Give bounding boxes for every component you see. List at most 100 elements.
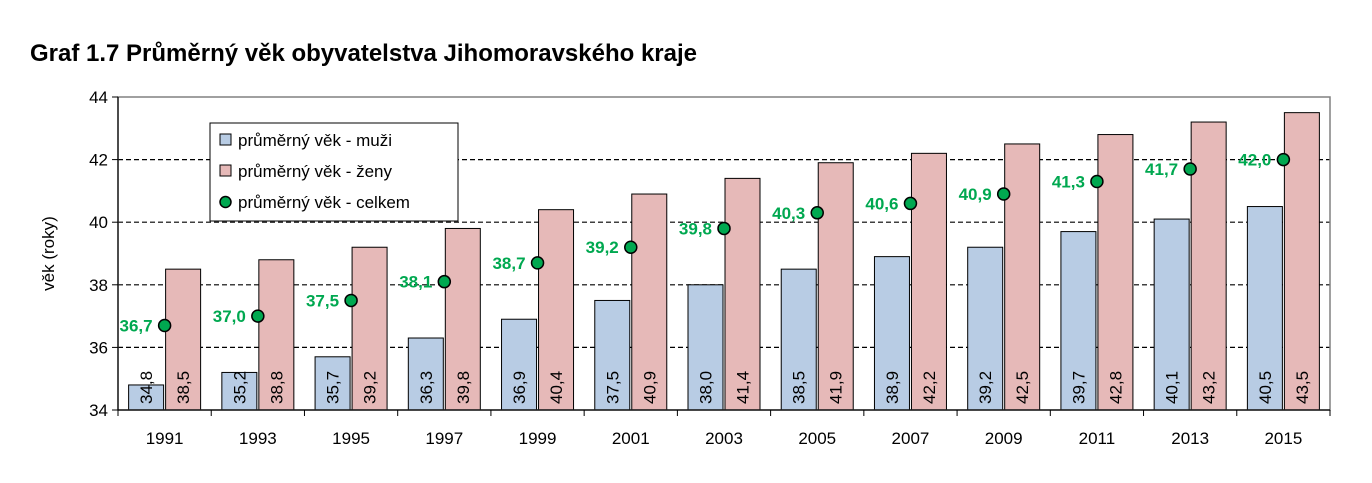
bar-women-label: 40,4 [547, 371, 566, 404]
x-tick-label: 2003 [705, 429, 743, 448]
bar-women [1097, 134, 1134, 411]
legend-swatch [219, 133, 232, 146]
total-point-label: 39,8 [679, 219, 712, 238]
bar-men [780, 268, 817, 411]
y-tick-label: 34 [89, 401, 108, 420]
y-tick-label: 44 [89, 88, 108, 107]
bar-men-label: 35,2 [230, 371, 249, 404]
bar-men [967, 246, 1004, 411]
x-tick-label: 1995 [332, 429, 370, 448]
total-point-label: 42,0 [1238, 151, 1271, 170]
legend-box [209, 122, 459, 222]
bar-men-label: 35,7 [324, 371, 343, 404]
bar-men [314, 356, 351, 411]
total-point [530, 256, 545, 270]
bar-men [873, 256, 910, 411]
bar-women-label: 40,9 [640, 371, 659, 404]
bar-women [351, 246, 388, 411]
total-point [1090, 174, 1104, 189]
bar-men-label: 36,3 [417, 371, 436, 404]
x-tick-label: 2015 [1264, 429, 1302, 448]
total-point [996, 187, 1011, 201]
x-tick-label: 1999 [519, 429, 557, 448]
bar-men-label: 39,7 [1069, 371, 1088, 404]
total-point [810, 206, 824, 220]
x-tick-label: 2001 [612, 429, 650, 448]
bar-women [1190, 121, 1227, 411]
total-point-label: 38,7 [492, 254, 525, 273]
y-tick-label: 36 [89, 338, 108, 357]
total-point-label: 38,1 [399, 273, 432, 292]
y-tick-label: 38 [89, 276, 108, 295]
total-point [157, 318, 172, 333]
legend-label: průměrný věk - muži [238, 131, 392, 150]
bar-women-label: 42,8 [1106, 371, 1125, 404]
total-point-label: 39,2 [586, 238, 619, 257]
bar-women-label: 43,5 [1293, 371, 1312, 404]
bar-men [1060, 231, 1097, 411]
bar-men-label: 38,9 [883, 371, 902, 404]
bar-women [724, 177, 761, 411]
bar-men-label: 38,5 [790, 371, 809, 404]
bar-men-label: 40,1 [1163, 371, 1182, 404]
bar-women-label: 42,2 [920, 371, 939, 404]
x-tick-label: 1993 [239, 429, 277, 448]
legend-label: průměrný věk - ženy [238, 162, 392, 181]
bar-men-label: 40,5 [1256, 371, 1275, 404]
bar-women-label: 41,4 [734, 371, 753, 404]
total-point [1276, 152, 1291, 167]
total-point [344, 293, 358, 308]
bar-women-label: 39,2 [361, 371, 380, 404]
x-tick-label: 2009 [985, 429, 1023, 448]
legend: průměrný věk - muži průměrný věk - ženy pr… [209, 122, 459, 222]
chart-title: Graf 1.7 Průměrný věk obyvatelstva Jihom… [30, 40, 697, 67]
bar-women [444, 227, 481, 411]
total-point-label: 41,7 [1145, 160, 1178, 179]
x-tick-label: 1991 [146, 429, 184, 448]
y-tick-label: 42 [89, 151, 108, 170]
total-point [903, 196, 918, 211]
total-point-label: 40,9 [959, 185, 992, 204]
bar-women-label: 39,8 [454, 371, 473, 404]
total-point [717, 221, 731, 236]
total-point-label: 37,0 [213, 307, 246, 326]
bar-women [538, 209, 575, 411]
x-tick-label: 2007 [892, 429, 930, 448]
bar-men [594, 299, 631, 411]
axes: 34 36 38 40 42 44 věk (roky) 1991 1993 1995 1997 19… [39, 88, 1331, 448]
x-tick-label: 1997 [425, 429, 463, 448]
bar-men [501, 318, 538, 411]
bar-women-label: 38,8 [267, 371, 286, 404]
bar-men-label: 38,0 [697, 371, 716, 404]
total-point-label: 41,3 [1052, 173, 1085, 192]
bar-women-label: 41,9 [827, 371, 846, 404]
total-point [1183, 162, 1197, 176]
total-point [251, 309, 265, 323]
bar-men [1246, 206, 1283, 411]
bar-men-label: 36,9 [510, 371, 529, 404]
legend-marker [219, 195, 232, 209]
bar-women [817, 162, 854, 411]
total-point-label: 40,3 [772, 204, 805, 223]
x-tick-label: 2011 [1079, 429, 1116, 448]
bar-women [1004, 143, 1041, 411]
legend-label: průměrný věk - celkem [238, 193, 410, 212]
total-point [624, 240, 638, 254]
legend-swatch [219, 164, 232, 177]
x-tick-label: 2005 [798, 429, 836, 448]
bar-women [631, 193, 668, 411]
bar-women-label: 43,2 [1200, 371, 1219, 404]
y-tick-label: 40 [89, 213, 108, 232]
bar-men-label: 37,5 [603, 371, 622, 404]
y-axis-label: věk (roky) [39, 216, 58, 291]
bar-men-label: 34,8 [137, 371, 156, 404]
total-point-label: 40,6 [865, 194, 898, 213]
total-points: 36,7 37,0 37,5 38,1 38,7 39,2 39,8 40,3 40,6 40,9… [120, 151, 1291, 335]
bar-women-label: 38,5 [174, 371, 193, 404]
total-point-label: 36,7 [120, 316, 153, 335]
bars: 34,8 38,5 35,2 38,8 35,7 39,2 36,3 39,8 36,9 40,4… [128, 112, 1320, 411]
bar-women-label: 42,5 [1013, 371, 1032, 404]
bar-women [258, 259, 295, 411]
bar-women [165, 268, 202, 411]
